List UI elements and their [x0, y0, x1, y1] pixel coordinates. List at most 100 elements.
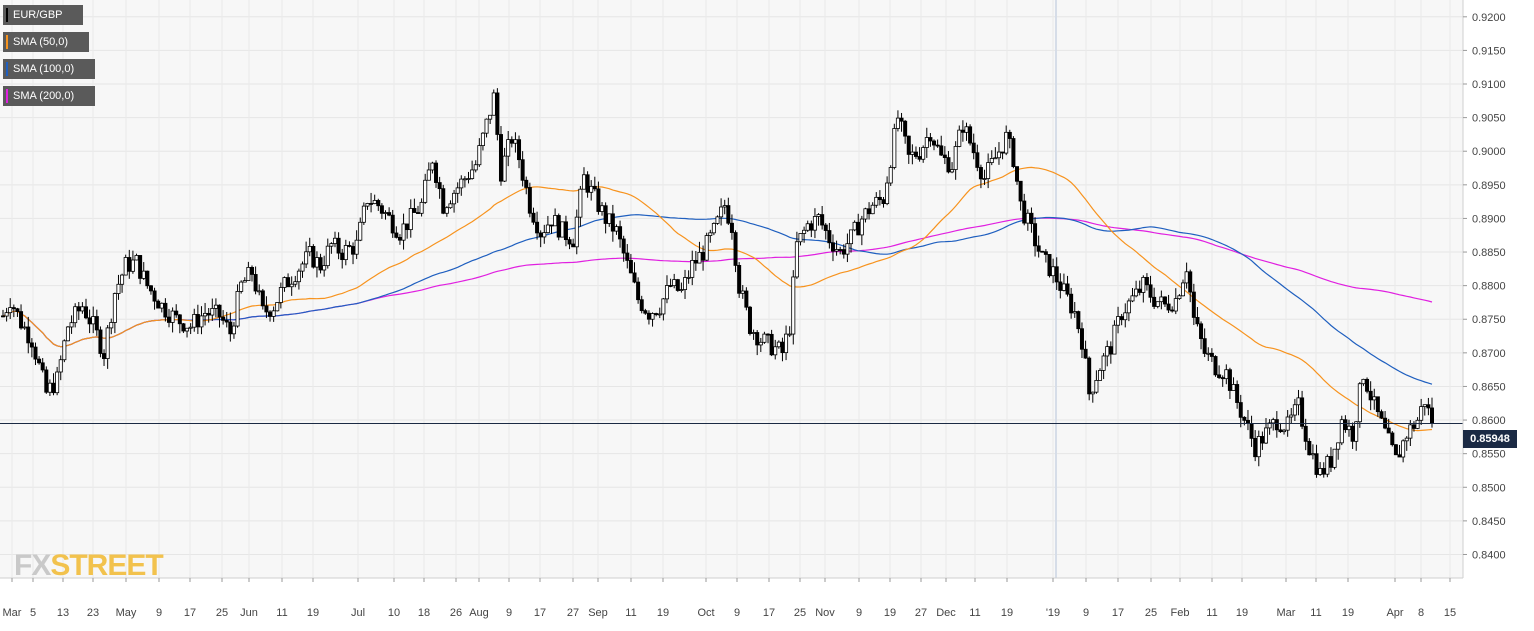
x-tick-label: 27 — [915, 607, 927, 619]
candle-body — [199, 315, 204, 328]
candle-body — [950, 169, 955, 173]
candle-body — [776, 341, 781, 348]
legend-swatch — [6, 35, 8, 49]
candle-body — [1202, 338, 1207, 354]
candle-body — [1191, 291, 1196, 318]
candle-body — [188, 326, 193, 329]
candle-body — [1112, 324, 1117, 355]
legend: EUR/GBP SMA (50,0) SMA (100,0) SMA (200,… — [3, 5, 95, 113]
candle-body — [1036, 245, 1041, 252]
candle-body — [203, 312, 208, 317]
candle-body — [773, 346, 778, 356]
x-tick-label: Feb — [1171, 607, 1190, 619]
candle-body — [448, 203, 453, 209]
candle-body — [726, 205, 731, 224]
candle-body — [358, 221, 363, 241]
candle-body — [325, 245, 330, 267]
candle-body — [618, 226, 623, 240]
candle-body — [697, 251, 702, 264]
candle-body — [625, 252, 630, 261]
candle-body — [993, 157, 998, 160]
candle-body — [1188, 271, 1193, 293]
candle-body — [87, 317, 92, 325]
candle-body — [1148, 284, 1153, 298]
candle-body — [141, 270, 146, 279]
candle-body — [293, 281, 298, 285]
candle-body — [242, 280, 247, 283]
x-tick-label: 25 — [1145, 607, 1157, 619]
x-tick-label: 19 — [884, 607, 896, 619]
candle-body — [1430, 407, 1435, 424]
candle-body — [932, 140, 937, 146]
x-tick-label: May — [116, 607, 137, 619]
candle-body — [610, 213, 615, 232]
candle-body — [185, 327, 190, 332]
candle-body — [780, 341, 785, 354]
candle-body — [978, 167, 983, 180]
candle-body — [264, 305, 269, 313]
candle-body — [942, 154, 947, 158]
candle-body — [1419, 406, 1424, 421]
candle-body — [462, 178, 467, 181]
candle-body — [509, 139, 514, 144]
fxstreet-logo: FXSTREET — [14, 549, 164, 583]
candle-body — [520, 159, 525, 181]
x-tick-label: 25 — [216, 607, 228, 619]
candle-body — [1141, 277, 1146, 293]
candle-body — [181, 323, 186, 332]
candle-body — [466, 178, 471, 180]
candle-body — [1274, 419, 1279, 431]
x-tick-label: 9 — [734, 607, 740, 619]
candle-body — [397, 236, 402, 241]
candle-body — [733, 232, 738, 266]
legend-item-sma50[interactable]: SMA (50,0) — [3, 32, 89, 52]
candle-body — [910, 151, 915, 155]
candle-body — [953, 146, 958, 170]
candle-body — [441, 188, 446, 214]
candle-body — [1173, 298, 1178, 312]
candle-body — [1372, 396, 1377, 401]
candle-body — [729, 222, 734, 233]
candle-body — [289, 283, 294, 288]
legend-item-sma100[interactable]: SMA (100,0) — [3, 59, 95, 79]
legend-swatch — [6, 8, 8, 22]
candle-body — [213, 304, 218, 309]
y-tick-label: 0.9200 — [1472, 12, 1506, 24]
candle-body — [15, 308, 20, 312]
legend-item-sma200[interactable]: SMA (200,0) — [3, 86, 95, 106]
candle-body — [1314, 453, 1319, 475]
candle-body — [744, 290, 749, 308]
x-tick-label: Mar — [1277, 607, 1296, 619]
candle-body — [581, 174, 586, 190]
candle-body — [91, 316, 96, 325]
candle-body — [693, 259, 698, 264]
candle-body — [888, 167, 893, 184]
candle-body — [791, 276, 796, 335]
candle-body — [502, 155, 507, 182]
candle-body — [1397, 454, 1402, 458]
candle-body — [708, 232, 713, 236]
candle-body — [401, 223, 406, 241]
x-tick-label: Mar — [3, 607, 22, 619]
legend-label: SMA (100,0) — [13, 63, 75, 75]
candle-body — [506, 139, 511, 157]
candle-body — [553, 215, 558, 227]
candle-body — [574, 216, 579, 248]
candle-body — [982, 178, 987, 180]
candle-body — [809, 223, 814, 231]
x-tick-label: 17 — [763, 607, 775, 619]
candle-body — [1264, 427, 1269, 444]
candle-body — [1094, 380, 1099, 393]
legend-item-eurgbp[interactable]: EUR/GBP — [3, 5, 83, 25]
candle-body — [603, 205, 608, 224]
candle-body — [812, 216, 817, 231]
candle-body — [1000, 151, 1005, 154]
candle-body — [58, 359, 63, 373]
candle-body — [455, 187, 460, 194]
candle-body — [664, 285, 669, 300]
x-tick-label: 10 — [388, 607, 400, 619]
y-tick-label: 0.9100 — [1472, 79, 1506, 91]
candle-body — [1267, 422, 1272, 429]
candle-body — [83, 306, 88, 319]
candle-body — [1029, 212, 1034, 225]
